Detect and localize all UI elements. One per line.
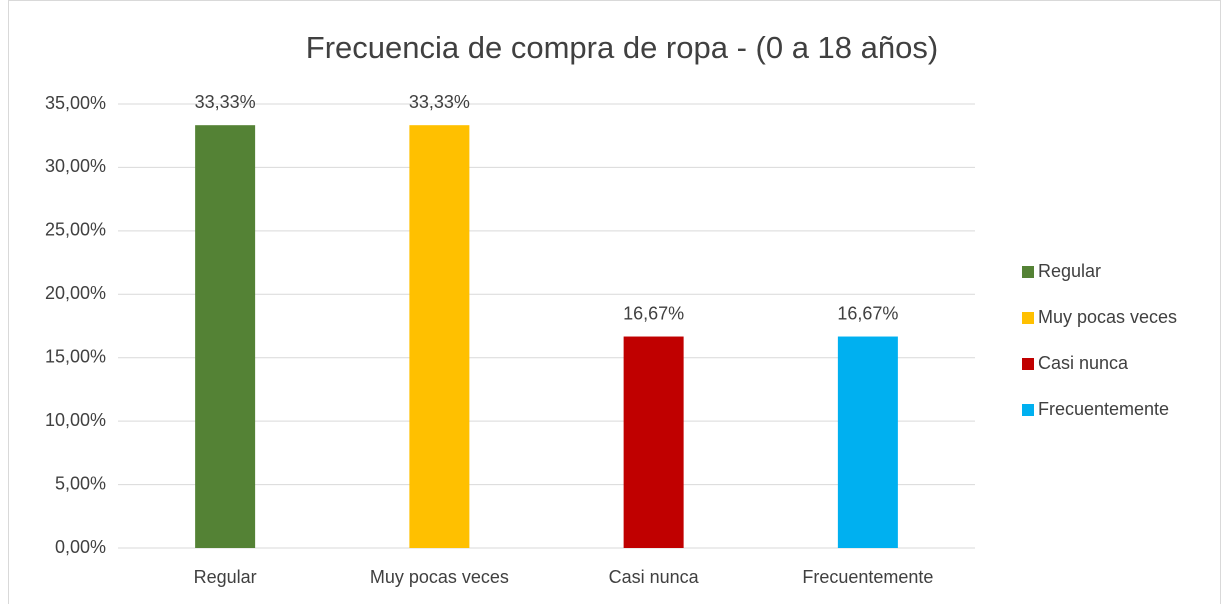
data-label: 16,67% [837,303,898,323]
y-tick-label: 20,00% [45,283,106,303]
y-tick-label: 10,00% [45,410,106,430]
y-tick-label: 0,00% [55,537,106,557]
chart-title: Frecuencia de compra de ropa - (0 a 18 a… [306,30,938,65]
legend-swatch [1022,266,1034,278]
legend-swatch [1022,404,1034,416]
y-tick-label: 25,00% [45,220,106,240]
y-tick-label: 15,00% [45,346,106,366]
data-label: 16,67% [623,303,684,323]
x-tick-label: Regular [194,567,257,587]
legend-swatch [1022,312,1034,324]
legend-swatch [1022,358,1034,370]
legend-label: Frecuentemente [1038,399,1169,419]
legend-label: Muy pocas veces [1038,307,1177,327]
x-tick-label: Casi nunca [609,567,700,587]
bar [195,125,256,548]
data-label: 33,33% [195,92,256,112]
bar [837,336,898,548]
bar [409,125,470,548]
y-tick-label: 5,00% [55,473,106,493]
legend-label: Casi nunca [1038,353,1129,373]
y-tick-label: 35,00% [45,93,106,113]
x-tick-label: Muy pocas veces [370,567,509,587]
chart-border [8,0,1221,604]
bar [623,336,684,548]
y-tick-label: 30,00% [45,156,106,176]
x-tick-label: Frecuentemente [802,567,933,587]
legend-label: Regular [1038,261,1101,281]
data-label: 33,33% [409,92,470,112]
